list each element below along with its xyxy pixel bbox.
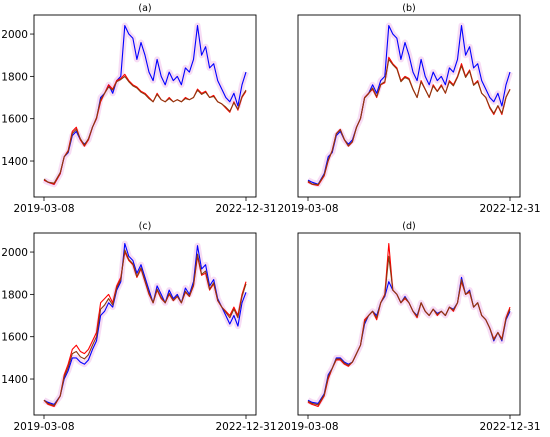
series-line-1 [307,243,511,408]
series-line-2 [43,75,247,184]
x-tick-label: 2022-12-31 [215,203,276,215]
x-tick-label: 2019-03-08 [277,203,338,215]
series-line-2 [307,255,511,406]
series-line-0 [43,243,247,405]
y-tick-label: 1400 [1,374,28,386]
plot-frame [297,14,521,198]
y-tick-label: 2000 [1,247,28,259]
x-tick-label: 2019-03-08 [13,203,74,215]
plot-frame [33,14,257,198]
panel-title: (c) [139,221,152,232]
panel-title: (a) [138,3,151,14]
panel-title: (d) [402,221,415,232]
panel-3: (d) 2019-03-08 2022-12-31 [277,221,540,433]
y-tick-label: 1600 [1,114,28,126]
x-tick-label: 2019-03-08 [13,421,74,433]
series-halo [306,22,513,188]
panel-2: (c) 1400 1600 1800 2000 2019-03-08 2022-12-31 [1,221,276,433]
series-halo [42,240,249,408]
series-halo [42,22,249,188]
x-tick-label: 2022-12-31 [215,421,276,433]
x-tick-label: 2022-12-31 [479,421,540,433]
x-tick-label: 2022-12-31 [479,203,540,215]
series-line-2 [43,249,247,407]
y-tick-label: 1600 [1,332,28,344]
series-line-2 [307,58,511,186]
y-tick-label: 1800 [1,289,28,301]
y-tick-label: 1400 [1,156,28,168]
plot-frame [297,232,521,416]
series-halo [306,274,513,407]
plot-frame [33,232,257,416]
y-tick-label: 2000 [1,29,28,41]
panel-1: (b) 2019-03-08 2022-12-31 [277,3,540,215]
panel-title: (b) [402,3,415,14]
series-line-1 [43,73,247,185]
panel-0: (a) 1400 1600 1800 2000 2019-03-08 2022-12-31 [1,3,276,215]
y-tick-label: 1800 [1,71,28,83]
x-tick-label: 2019-03-08 [277,421,338,433]
series-line-0 [307,276,511,404]
